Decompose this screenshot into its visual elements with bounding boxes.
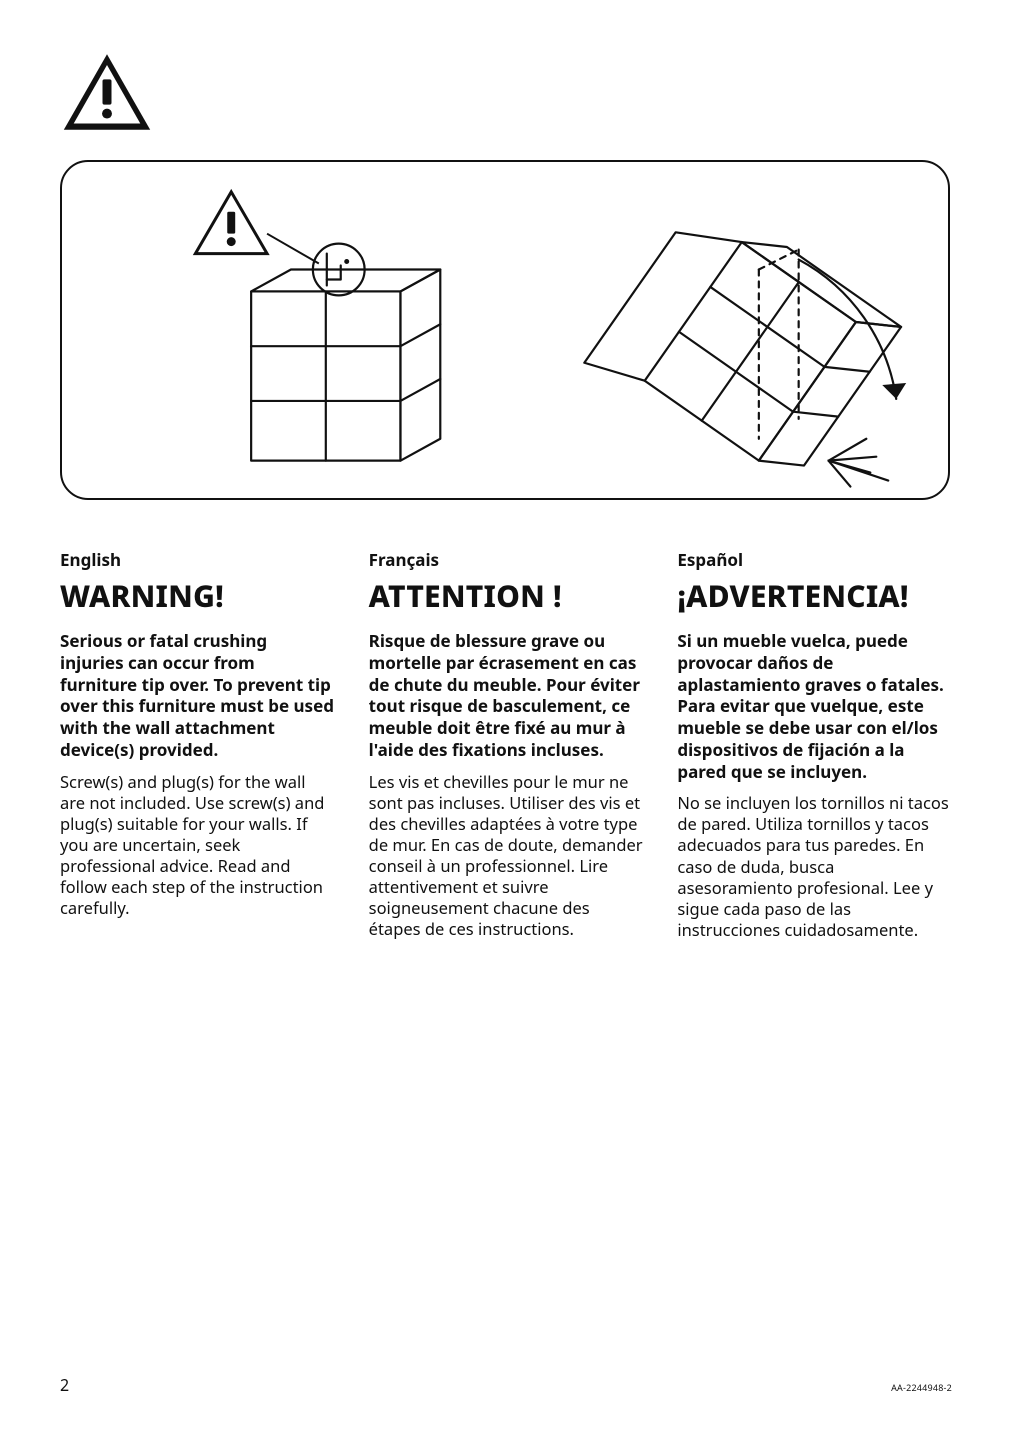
lang-label: English (60, 548, 335, 571)
warning-body-text: Les vis et chevilles pour le mur ne sont… (369, 771, 644, 940)
page-footer: 2 AA-2244948-2 (60, 1374, 952, 1396)
warning-triangle-icon (62, 52, 152, 132)
column-francais: Français ATTENTION ! Risque de blessure … (369, 548, 644, 940)
warning-heading: ATTENTION ! (369, 575, 644, 616)
warning-body-text: Screw(s) and plug(s) for the wall are no… (60, 771, 335, 919)
warning-body-text: No se incluyen los tornillos ni tacos de… (677, 792, 952, 940)
tipping-cabinet (584, 190, 906, 500)
lang-label: Français (369, 548, 644, 571)
tipover-diagram (60, 160, 950, 500)
page-root: English WARNING! Serious or fatal crushi… (0, 0, 1012, 1432)
page-number: 2 (60, 1374, 69, 1396)
tipover-diagram-svg (62, 162, 948, 500)
warning-heading: ¡ADVERTENCIA! (677, 575, 952, 616)
warning-heading: WARNING! (60, 575, 335, 616)
column-espanol: Español ¡ADVERTENCIA! Si un mueble vuelc… (677, 548, 952, 940)
column-english: English WARNING! Serious or fatal crushi… (60, 548, 335, 940)
warning-bold-text: Serious or fatal crushing injuries can o… (60, 630, 335, 761)
text-columns: English WARNING! Serious or fatal crushi… (60, 548, 952, 940)
document-number: AA-2244948-2 (891, 1381, 952, 1394)
upright-cabinet (251, 244, 440, 461)
lang-label: Español (677, 548, 952, 571)
warning-bold-text: Risque de blessure grave ou mortelle par… (369, 630, 644, 761)
diagram-warning-icon (195, 192, 318, 264)
warning-bold-text: Si un mueble vuelca, puede provocar daño… (677, 630, 952, 782)
